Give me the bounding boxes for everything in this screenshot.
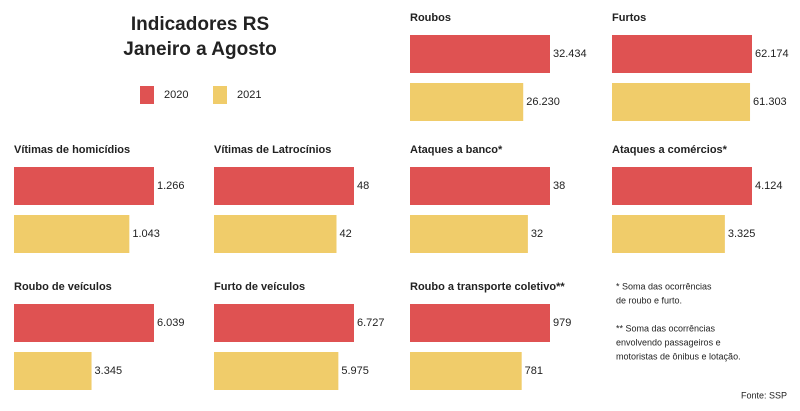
value-label: 4.124 — [755, 180, 783, 192]
value-label: 3.325 — [728, 228, 756, 240]
bar — [14, 304, 154, 342]
value-label: 1.043 — [132, 228, 160, 240]
bar — [410, 304, 550, 342]
value-label: 32.434 — [553, 48, 587, 60]
bar — [410, 35, 550, 73]
bar — [214, 167, 354, 205]
panel-title: Furto de veículos — [214, 281, 305, 293]
value-label: 3.345 — [95, 365, 123, 377]
value-label: 32 — [531, 228, 543, 240]
value-label: 781 — [525, 365, 543, 377]
value-label: 1.266 — [157, 180, 185, 192]
value-label: 48 — [357, 180, 369, 192]
panel-title: Roubo a transporte coletivo** — [410, 281, 565, 293]
bar — [612, 83, 751, 121]
bar — [410, 215, 528, 253]
panel-title: Vítimas de Latrocínios — [214, 144, 331, 156]
note: motoristas de ônibus e lotação. — [616, 351, 741, 361]
legend-swatch — [213, 86, 227, 104]
bar — [612, 215, 725, 253]
panel-title: Vítimas de homicídios — [14, 144, 130, 156]
note: de roubo e furto. — [616, 295, 682, 305]
bar — [410, 352, 522, 390]
note: ** Soma das ocorrências — [616, 323, 716, 333]
value-label: 26.230 — [526, 96, 560, 108]
value-label: 62.174 — [755, 48, 789, 60]
panel-title: Ataques a comércios* — [612, 144, 728, 156]
bar — [214, 304, 354, 342]
chart-subtitle: Janeiro a Agosto — [123, 39, 276, 60]
bar — [410, 167, 550, 205]
bar — [612, 35, 752, 73]
panel-title: Ataques a banco* — [410, 144, 503, 156]
chart-title: Indicadores RS — [131, 14, 269, 35]
bar — [14, 215, 130, 253]
value-label: 6.727 — [357, 317, 385, 329]
panel-title: Furtos — [612, 12, 646, 24]
value-label: 979 — [553, 317, 571, 329]
panel-title: Roubos — [410, 12, 451, 24]
value-label: 6.039 — [157, 317, 185, 329]
legend-label: 2020 — [164, 89, 188, 101]
bar — [214, 352, 339, 390]
value-label: 5.975 — [341, 365, 369, 377]
value-label: 61.303 — [753, 96, 787, 108]
note: envolvendo passageiros e — [616, 337, 721, 347]
bar — [612, 167, 752, 205]
bar — [214, 215, 337, 253]
source: Fonte: SSP — [741, 390, 787, 400]
value-label: 38 — [553, 180, 565, 192]
value-label: 42 — [340, 228, 352, 240]
panel-title: Roubo de veículos — [14, 281, 112, 293]
bar — [410, 83, 524, 121]
bar — [14, 352, 92, 390]
legend-swatch — [140, 86, 154, 104]
bar — [14, 167, 154, 205]
legend-label: 2021 — [237, 89, 261, 101]
note: * Soma das ocorrências — [616, 281, 712, 291]
